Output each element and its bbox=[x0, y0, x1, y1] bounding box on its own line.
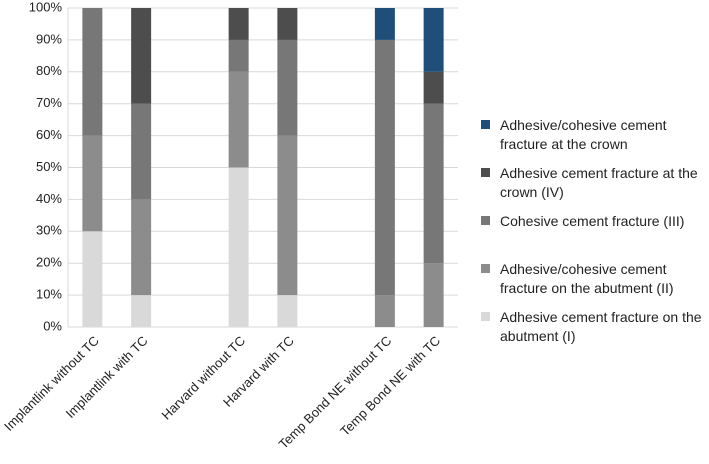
bar-segment bbox=[423, 8, 444, 72]
legend-label: Adhesive cement fracture at the crown (I… bbox=[500, 165, 698, 200]
bar-segment bbox=[131, 103, 152, 200]
bar-segment bbox=[228, 167, 249, 327]
legend-marker bbox=[481, 216, 490, 225]
y-tick-label: 90% bbox=[36, 31, 62, 46]
bar-segment bbox=[131, 295, 152, 327]
legend-label: Adhesive/cohesive cement fracture at the… bbox=[500, 117, 667, 152]
y-tick-label: 60% bbox=[36, 127, 62, 142]
bar-segment bbox=[228, 8, 249, 40]
bar-segment bbox=[423, 103, 444, 264]
y-tick-label: 20% bbox=[36, 255, 62, 270]
x-tick-label: Harvard without TC bbox=[159, 333, 249, 423]
legend-marker bbox=[481, 312, 490, 321]
bar-segment bbox=[131, 8, 152, 104]
bar-segment bbox=[277, 39, 298, 136]
bar-segment bbox=[423, 71, 444, 104]
bar-segment bbox=[228, 39, 249, 72]
y-tick-label: 70% bbox=[36, 95, 62, 110]
legend-marker bbox=[481, 168, 490, 177]
y-tick-label: 0% bbox=[43, 318, 62, 333]
bar-segment bbox=[277, 135, 298, 296]
bar-segment bbox=[374, 8, 395, 40]
legend-marker bbox=[481, 120, 490, 129]
y-tick-label: 10% bbox=[36, 287, 62, 302]
legend-label: Adhesive/cohesive cement fracture on the… bbox=[500, 261, 674, 296]
legend-marker bbox=[481, 264, 490, 273]
bar-segment bbox=[228, 71, 249, 168]
bar-segment bbox=[277, 8, 298, 40]
x-tick-label: Implantlink without TC bbox=[1, 333, 102, 434]
y-tick-label: 30% bbox=[36, 223, 62, 238]
bar-segment bbox=[277, 295, 298, 327]
y-tick-label: 100% bbox=[29, 0, 63, 14]
x-tick-label: Implantlink with TC bbox=[63, 333, 151, 421]
x-tick-label: Temp Bond NE with TC bbox=[337, 333, 443, 439]
bar-segment bbox=[374, 295, 395, 327]
y-tick-label: 50% bbox=[36, 159, 62, 174]
bar-segment bbox=[423, 263, 444, 327]
bar-segment bbox=[82, 8, 103, 136]
bar-segment bbox=[82, 135, 103, 232]
legend-label: Adhesive cement fracture on the abutment… bbox=[500, 309, 702, 344]
bar-segment bbox=[374, 39, 395, 296]
bar-segment bbox=[82, 231, 103, 327]
bar-segment bbox=[131, 199, 152, 296]
y-tick-label: 80% bbox=[36, 63, 62, 78]
y-tick-label: 40% bbox=[36, 191, 62, 206]
legend-label: Cohesive cement fracture (III) bbox=[500, 213, 685, 229]
